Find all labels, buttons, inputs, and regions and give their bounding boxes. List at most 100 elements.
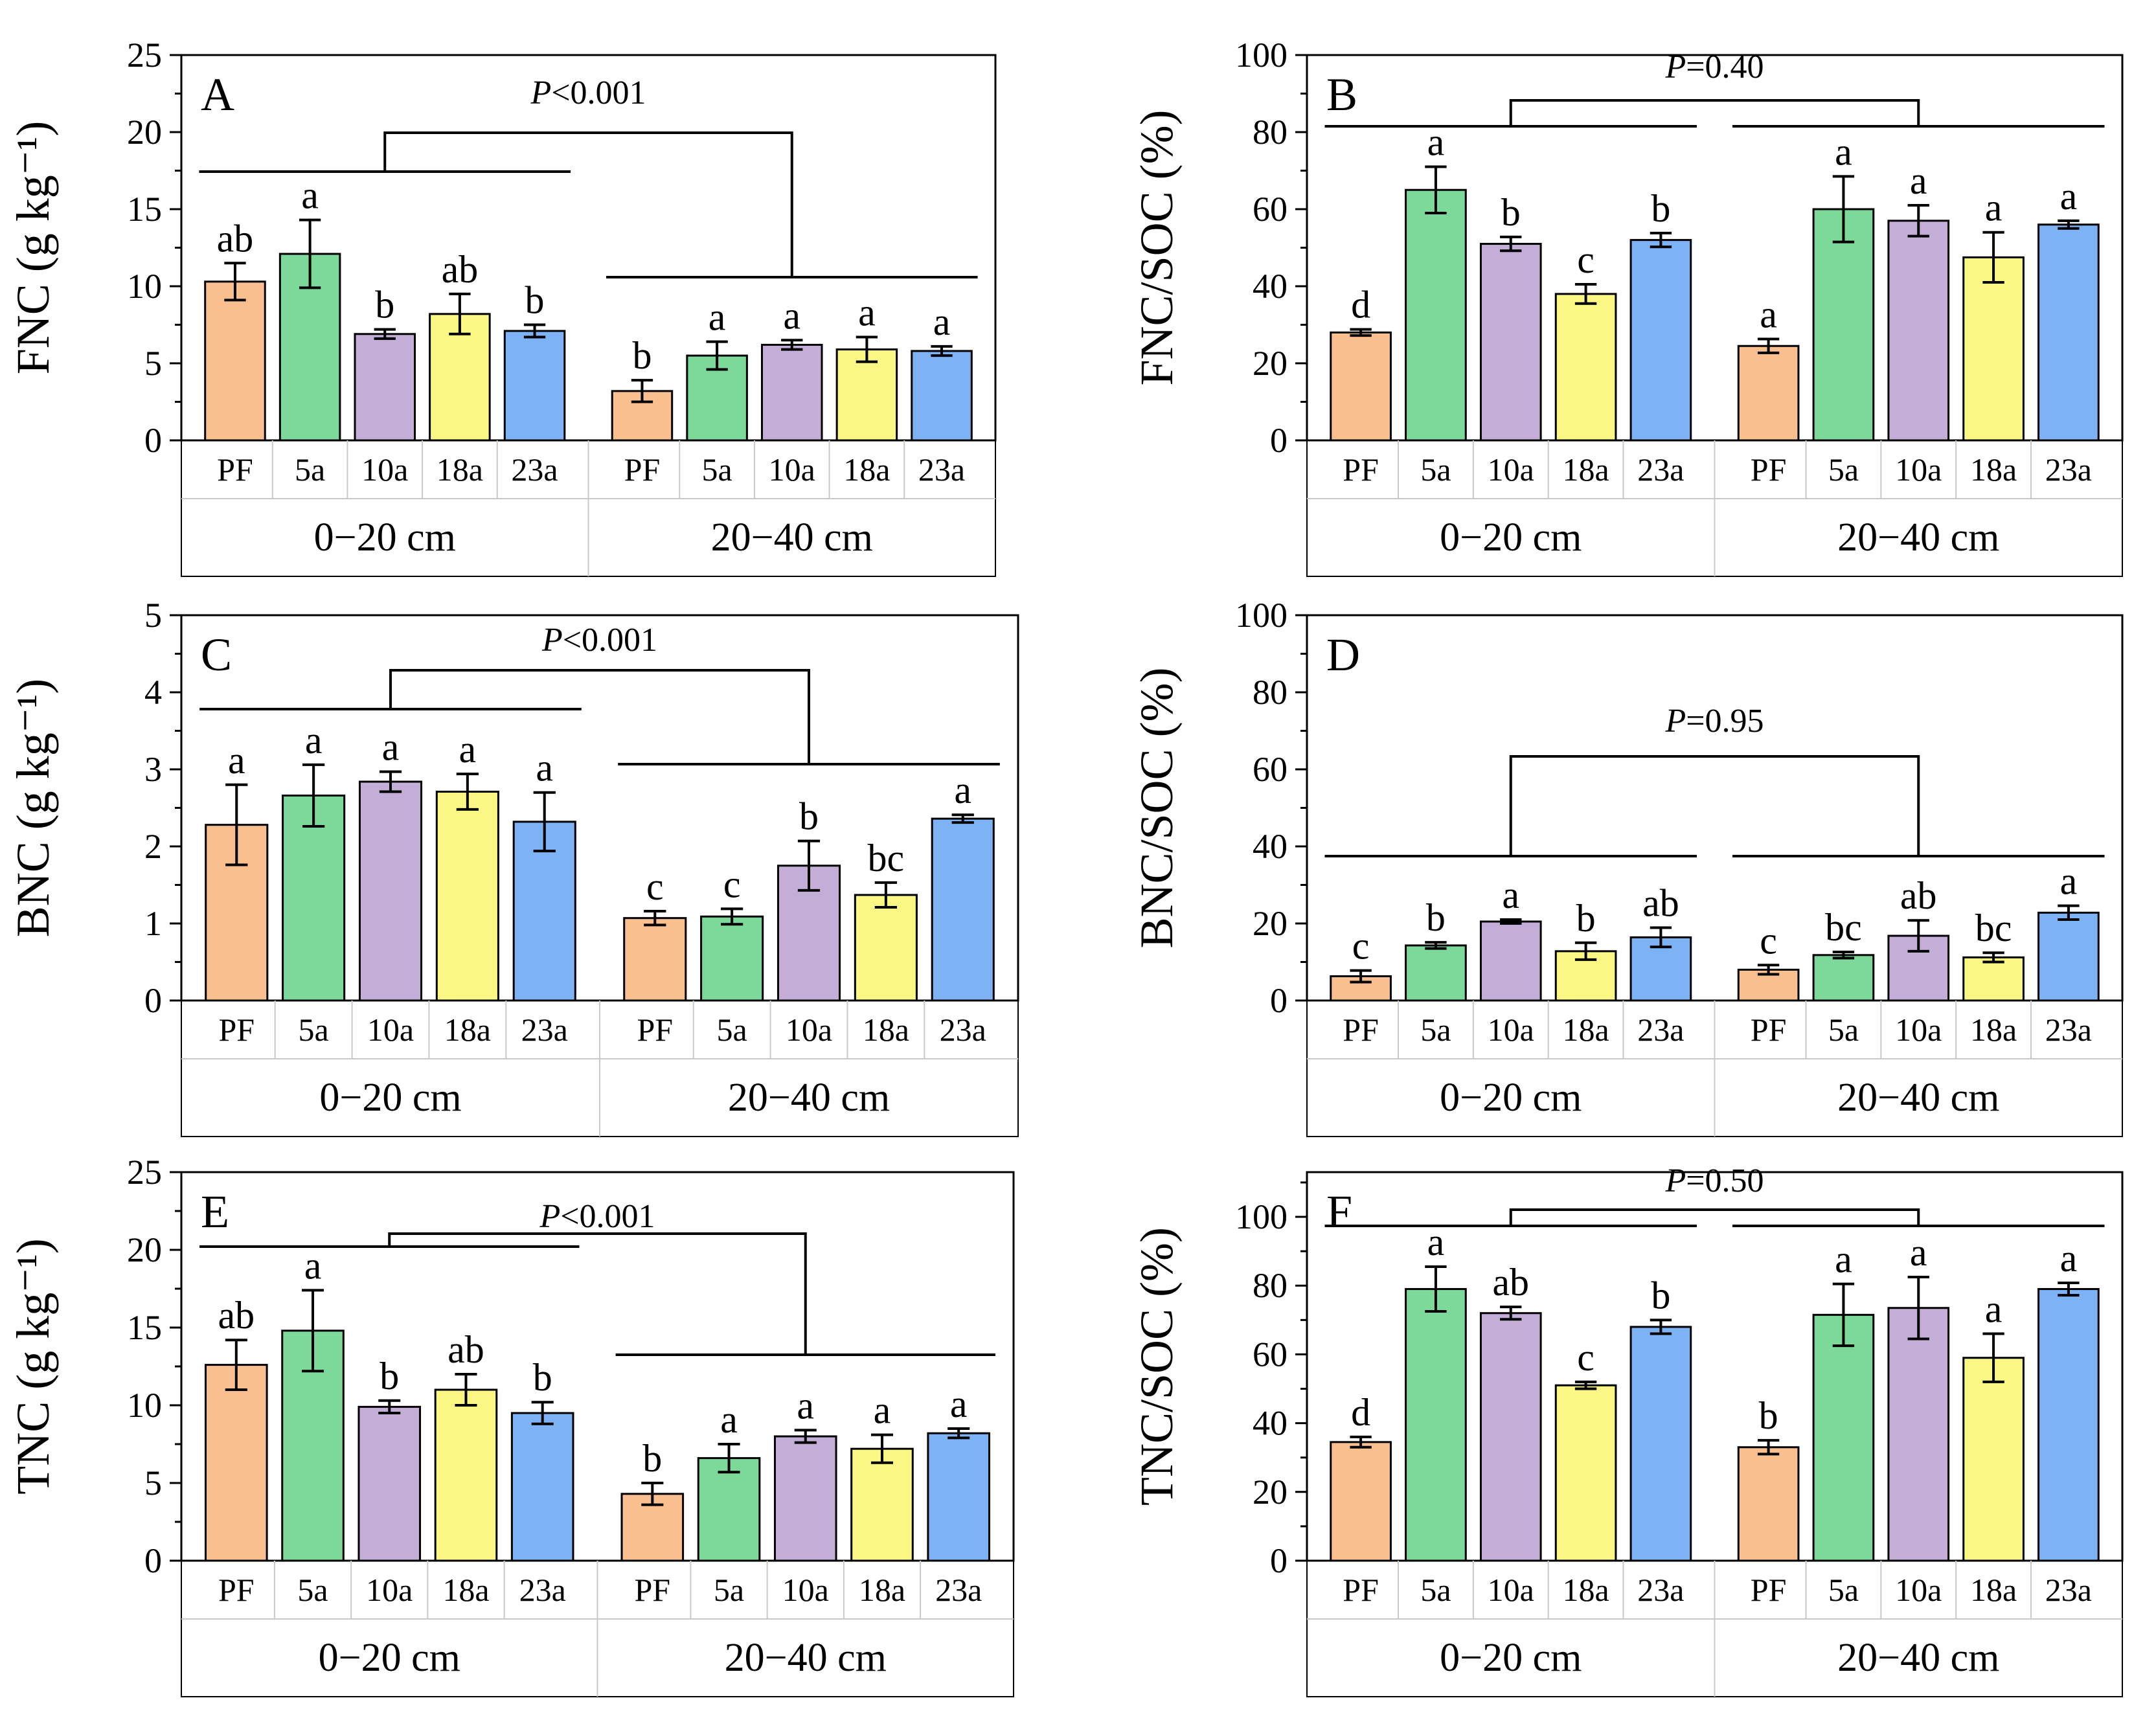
category-label: 5a: [717, 1012, 747, 1048]
category-label: 10a: [366, 1572, 413, 1608]
y-tick-label: 60: [1253, 750, 1288, 789]
bar: [204, 280, 266, 442]
y-tick-label: 60: [1253, 190, 1288, 229]
y-tick-label: 20: [1253, 1473, 1288, 1511]
bar: [205, 1364, 268, 1562]
depth-label: 20−40 cm: [725, 1636, 887, 1680]
bracket-connector: [1509, 1208, 1920, 1226]
significance-letter: a: [950, 1383, 968, 1425]
panel-letter: D: [1326, 629, 1360, 681]
category-label: PF: [1751, 1012, 1787, 1048]
y-tick-label: 4: [144, 673, 162, 712]
y-tick-label: 0: [144, 421, 162, 460]
y-tick-label: 40: [1253, 827, 1288, 866]
category-label: 23a: [1637, 1012, 1684, 1048]
bar: [927, 1432, 990, 1562]
panel-f: 0 20 40 60 80 100 TNC/SOC (%) Fd a ab c b b a a a a P=0.5…: [1131, 1162, 2124, 1697]
significance-letter: a: [1835, 1238, 1852, 1281]
bar: [1554, 1384, 1617, 1562]
y-tick-label: 20: [1253, 344, 1288, 383]
category-label: 18a: [1970, 1572, 2017, 1608]
significance-letter: bc: [1975, 907, 2012, 949]
y-tick-label: 15: [127, 190, 162, 229]
category-label: 23a: [1637, 1572, 1684, 1608]
significance-letter: a: [933, 300, 951, 343]
p-value-text: =0.95: [1686, 703, 1764, 740]
significance-letter: b: [1651, 187, 1670, 230]
bar: [1629, 1326, 1692, 1562]
category-label: 18a: [1562, 1572, 1609, 1608]
bar: [1330, 1441, 1392, 1562]
category-label: 23a: [2045, 451, 2092, 488]
bar: [435, 791, 499, 1002]
bar: [358, 780, 423, 1002]
p-value-symbol: P: [539, 1198, 560, 1235]
bar: [1479, 920, 1542, 1002]
depth-label: 0−20 cm: [314, 515, 456, 560]
y-tick-label: 100: [1235, 596, 1288, 635]
panel-letter: A: [201, 69, 234, 120]
bracket-connector: [389, 669, 810, 764]
category-label: PF: [218, 1572, 255, 1608]
y-axis-label: BNC/SOC (%): [1131, 667, 1183, 948]
bar: [835, 348, 898, 442]
category-label: 23a: [918, 451, 965, 488]
category-label: 5a: [1828, 1572, 1859, 1608]
category-label: PF: [1751, 451, 1787, 488]
panel-letter: C: [201, 629, 232, 681]
significance-letter: a: [1985, 187, 2003, 229]
bar: [1737, 1446, 1800, 1562]
y-tick-label: 40: [1253, 1404, 1288, 1443]
category-label: 18a: [1562, 451, 1609, 488]
y-tick-label: 80: [1253, 673, 1288, 712]
p-value-symbol: P: [530, 74, 551, 111]
category-label: 18a: [444, 1012, 491, 1048]
significance-letter: a: [954, 769, 971, 811]
category-label: 23a: [2045, 1572, 2092, 1608]
y-axis-label: TNC/SOC (%): [1131, 1227, 1183, 1506]
y-axis-label: FNC (g kg⁻¹): [7, 121, 59, 375]
depth-label: 20−40 cm: [728, 1076, 890, 1120]
significance-letter: a: [2060, 860, 2078, 903]
category-label: PF: [637, 1012, 673, 1048]
bar: [1962, 256, 2025, 442]
bar: [1479, 243, 1542, 442]
significance-letter: ab: [1900, 874, 1937, 917]
bar: [1405, 188, 1467, 442]
category-label: 23a: [2045, 1012, 2092, 1048]
category-label: 23a: [511, 451, 558, 488]
p-value-symbol: P: [1664, 49, 1686, 85]
p-value-text: <0.001: [563, 622, 657, 659]
p-value-text: <0.001: [560, 1198, 655, 1235]
bar: [503, 330, 566, 442]
bar: [1405, 1288, 1467, 1562]
bar: [1887, 220, 1950, 442]
category-label: PF: [624, 451, 661, 488]
category-label: PF: [1343, 451, 1379, 488]
bar: [1812, 208, 1875, 442]
bar: [1962, 1357, 2025, 1562]
significance-letter: bc: [868, 837, 905, 879]
category-label: 5a: [1420, 1012, 1451, 1048]
category-label: 10a: [1488, 451, 1534, 488]
p-value-text: <0.001: [551, 74, 646, 111]
y-tick-label: 100: [1235, 1197, 1288, 1236]
significance-letter: c: [1577, 1336, 1594, 1379]
category-label: 10a: [361, 451, 408, 488]
bar: [854, 894, 918, 1002]
bar: [2037, 223, 2100, 442]
category-label: 5a: [297, 1572, 328, 1608]
category-label: 10a: [782, 1572, 829, 1608]
significance-letter: b: [1501, 191, 1521, 234]
bar: [1629, 239, 1692, 442]
y-tick-label: 0: [1270, 421, 1288, 460]
bar: [357, 1405, 422, 1562]
bar: [1812, 1313, 1875, 1562]
bar: [1812, 954, 1875, 1002]
category-label: 18a: [1562, 1012, 1609, 1048]
significance-letter: a: [2060, 175, 2078, 218]
significance-letter: d: [1351, 284, 1370, 326]
bracket-connector: [1509, 755, 1920, 856]
